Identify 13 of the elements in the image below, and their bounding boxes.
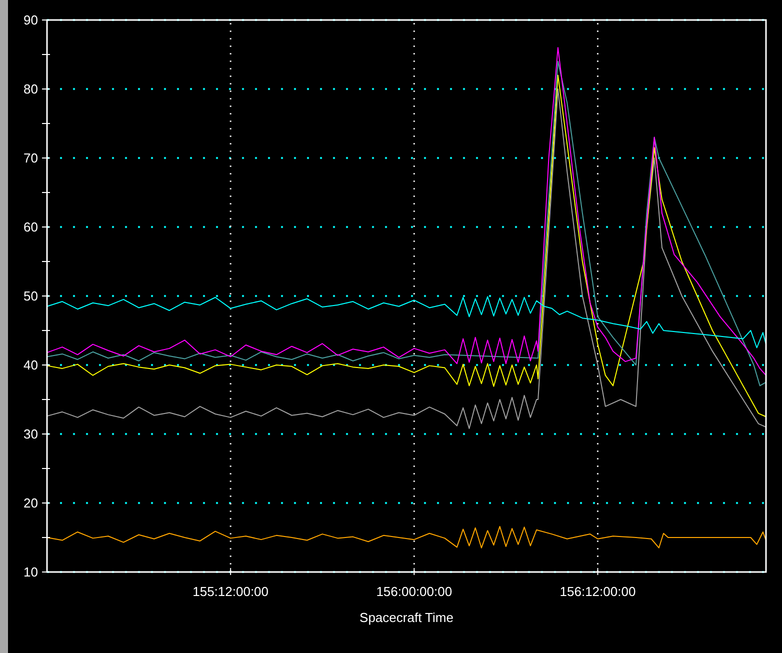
x-axis-title: Spacecraft Time (360, 610, 454, 625)
y-tick-label: 90 (24, 12, 38, 28)
x-tick-label: 156:12:00:00 (560, 584, 636, 599)
y-tick-label: 40 (24, 358, 38, 373)
x-tick-label: 155:12:00:00 (192, 584, 269, 599)
y-tick-label: 10 (24, 564, 38, 580)
y-tick-label: 60 (24, 220, 38, 235)
y-tick-label: 70 (24, 150, 38, 166)
x-tick-label: 156:00:00:00 (376, 584, 452, 599)
y-tick-label: 30 (24, 426, 38, 442)
y-tick-label: 80 (24, 82, 38, 97)
y-tick-label: 50 (24, 288, 38, 304)
y-tick-label: 20 (24, 496, 38, 511)
